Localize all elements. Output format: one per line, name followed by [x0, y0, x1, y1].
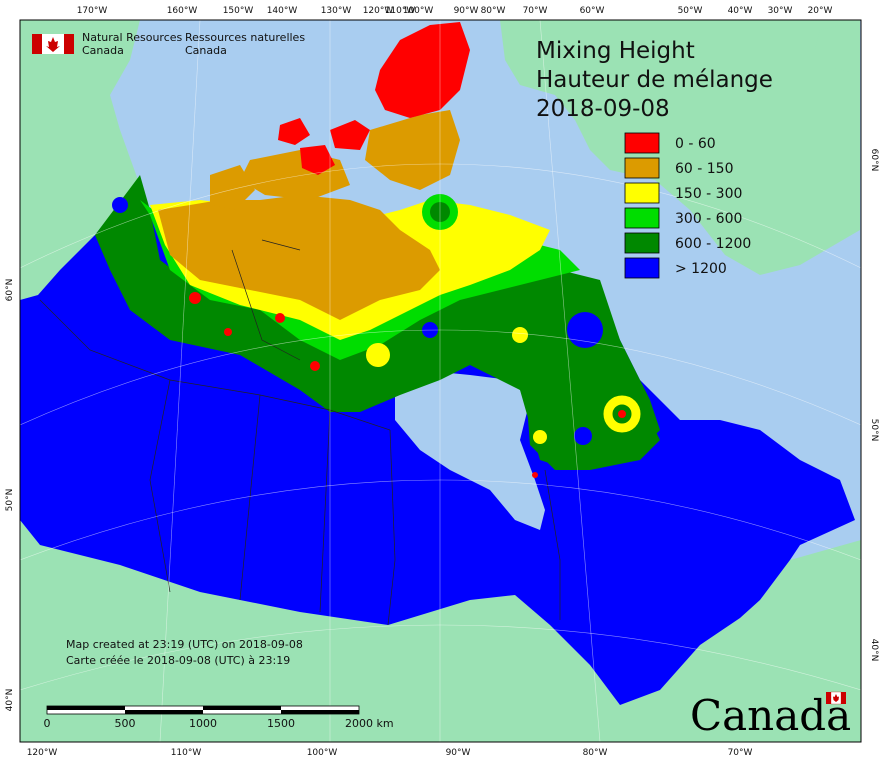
- blue-spot-3: [112, 197, 128, 213]
- top-longitude-label: 130°W: [321, 6, 352, 16]
- top-longitude-label: 150°W: [223, 6, 254, 16]
- hotspot-2: [224, 328, 232, 336]
- graticule: [20, 20, 861, 742]
- arctic-island-axel: [330, 120, 370, 150]
- legend-swatch: [624, 207, 660, 229]
- bottom-longitude-label: 100°W: [307, 748, 338, 758]
- zone-60-150: [158, 195, 440, 320]
- bottom-longitude-label: 120°W: [27, 748, 58, 758]
- legend: 0 - 60 60 - 150 150 - 300 300 - 600 600 - 12…: [624, 132, 751, 279]
- alaska-landmass: [20, 20, 140, 300]
- credit-fr: Carte créée le 2018-09-08 (UTC) à 23:19: [66, 654, 290, 667]
- top-longitude-label: 170°W: [77, 6, 108, 16]
- scale-label: 2000: [345, 717, 373, 730]
- usa-landmass: [20, 520, 861, 742]
- scale-unit: km: [376, 717, 393, 730]
- right-latitude-label: 40°N: [869, 639, 879, 662]
- legend-swatch: [624, 182, 660, 204]
- legend-swatch: [624, 257, 660, 279]
- arctic-island-banks: [210, 165, 255, 210]
- top-longitude-label: 90°W: [454, 6, 479, 16]
- map-frame: [19, 19, 862, 743]
- arctic-island-west-red: [300, 145, 335, 175]
- canada-wordmark: Canada: [690, 691, 851, 740]
- hotspot-3: [275, 313, 285, 323]
- org-en-line1: Natural Resources: [82, 31, 183, 44]
- map-title-fr: Hauteur de mélange: [536, 67, 773, 93]
- org-fr-line2: Canada: [185, 44, 227, 57]
- scale-label: 0: [44, 717, 51, 730]
- canada-flag-icon: [32, 34, 74, 54]
- blue-spot-2: [567, 312, 603, 348]
- arctic-island-north-red: [278, 118, 310, 145]
- left-latitude-labels: 60°N 50°N 40°N: [5, 279, 15, 712]
- org-en-line2: Canada: [82, 44, 124, 57]
- hotspot-1: [189, 292, 201, 304]
- top-longitude-labels: 170°W 160°W 150°W 140°W 130°W 120°W110°W100°W…: [77, 6, 833, 16]
- top-longitude-label: 50°W: [678, 6, 703, 16]
- yellow-spot-4: [603, 395, 641, 433]
- top-longitude-label: 140°W: [267, 6, 298, 16]
- legend-swatch: [624, 157, 660, 179]
- right-latitude-label: 50°N: [869, 419, 879, 442]
- map-title-en: Mixing Height: [536, 38, 695, 64]
- scale-label: 1500: [267, 717, 295, 730]
- hotspot-5: [618, 410, 626, 418]
- left-latitude-label: 40°N: [5, 689, 15, 712]
- arctic-island-baffin: [365, 110, 460, 190]
- hotspot-4: [310, 361, 320, 371]
- top-longitude-label: 60°W: [580, 6, 605, 16]
- right-latitude-label: 60°N: [869, 149, 879, 172]
- yellow-spot-1: [366, 343, 390, 367]
- top-longitude-label: 160°W: [167, 6, 198, 16]
- hotspot-6: [532, 472, 538, 478]
- bottom-longitude-labels: 120°W 110°W 100°W 90°W 80°W 70°W: [27, 748, 753, 758]
- bottom-longitude-label: 70°W: [728, 748, 753, 758]
- province-borders: [39, 239, 561, 626]
- scale-bar-labels: 0 500 1000 1500 2000 km: [44, 717, 394, 730]
- bottom-longitude-label: 90°W: [446, 748, 471, 758]
- legend-swatch: [624, 132, 660, 154]
- hudson-bay: [395, 370, 545, 530]
- legend-label: 300 - 600: [675, 211, 742, 227]
- arctic-island-ellesmere: [375, 22, 470, 118]
- map-date: 2018-09-08: [536, 96, 670, 122]
- top-longitude-label: 70°W: [523, 6, 548, 16]
- left-latitude-label: 50°N: [5, 489, 15, 512]
- top-longitude-label: 100°W: [403, 6, 434, 16]
- credit-en: Map created at 23:19 (UTC) on 2018-09-08: [66, 638, 303, 651]
- greenland-landmass: [500, 20, 860, 275]
- bottom-longitude-label: 80°W: [583, 748, 608, 758]
- org-fr-line1: Ressources naturelles: [185, 31, 305, 44]
- canada-wordmark-flag-icon: [826, 691, 846, 705]
- legend-swatch: [624, 232, 660, 254]
- zone-600-1200-labrador: [525, 370, 660, 470]
- legend-label: 600 - 1200: [675, 236, 751, 252]
- yellow-spot-2: [533, 430, 547, 444]
- legend-label: 150 - 300: [675, 186, 742, 202]
- scale-label: 1000: [189, 717, 217, 730]
- legend-label: > 1200: [675, 261, 727, 277]
- top-longitude-label: 120°W: [363, 6, 394, 16]
- scale-label: 500: [115, 717, 136, 730]
- right-latitude-labels: 60°N 50°N 40°N: [869, 149, 879, 662]
- top-longitude-label: 40°W: [728, 6, 753, 16]
- iceland-landmass: [815, 20, 860, 75]
- scale-bar: [46, 705, 360, 715]
- yellow-spot-3: [512, 327, 528, 343]
- top-longitude-label: 110°W: [385, 6, 416, 16]
- legend-label: 60 - 150: [675, 161, 734, 177]
- top-longitude-label: 20°W: [808, 6, 833, 16]
- top-longitude-label: 80°W: [481, 6, 506, 16]
- blue-spot-1: [574, 427, 592, 445]
- left-latitude-label: 60°N: [5, 279, 15, 302]
- legend-label: 0 - 60: [675, 136, 716, 152]
- bottom-longitude-label: 110°W: [171, 748, 202, 758]
- top-longitude-label: 30°W: [768, 6, 793, 16]
